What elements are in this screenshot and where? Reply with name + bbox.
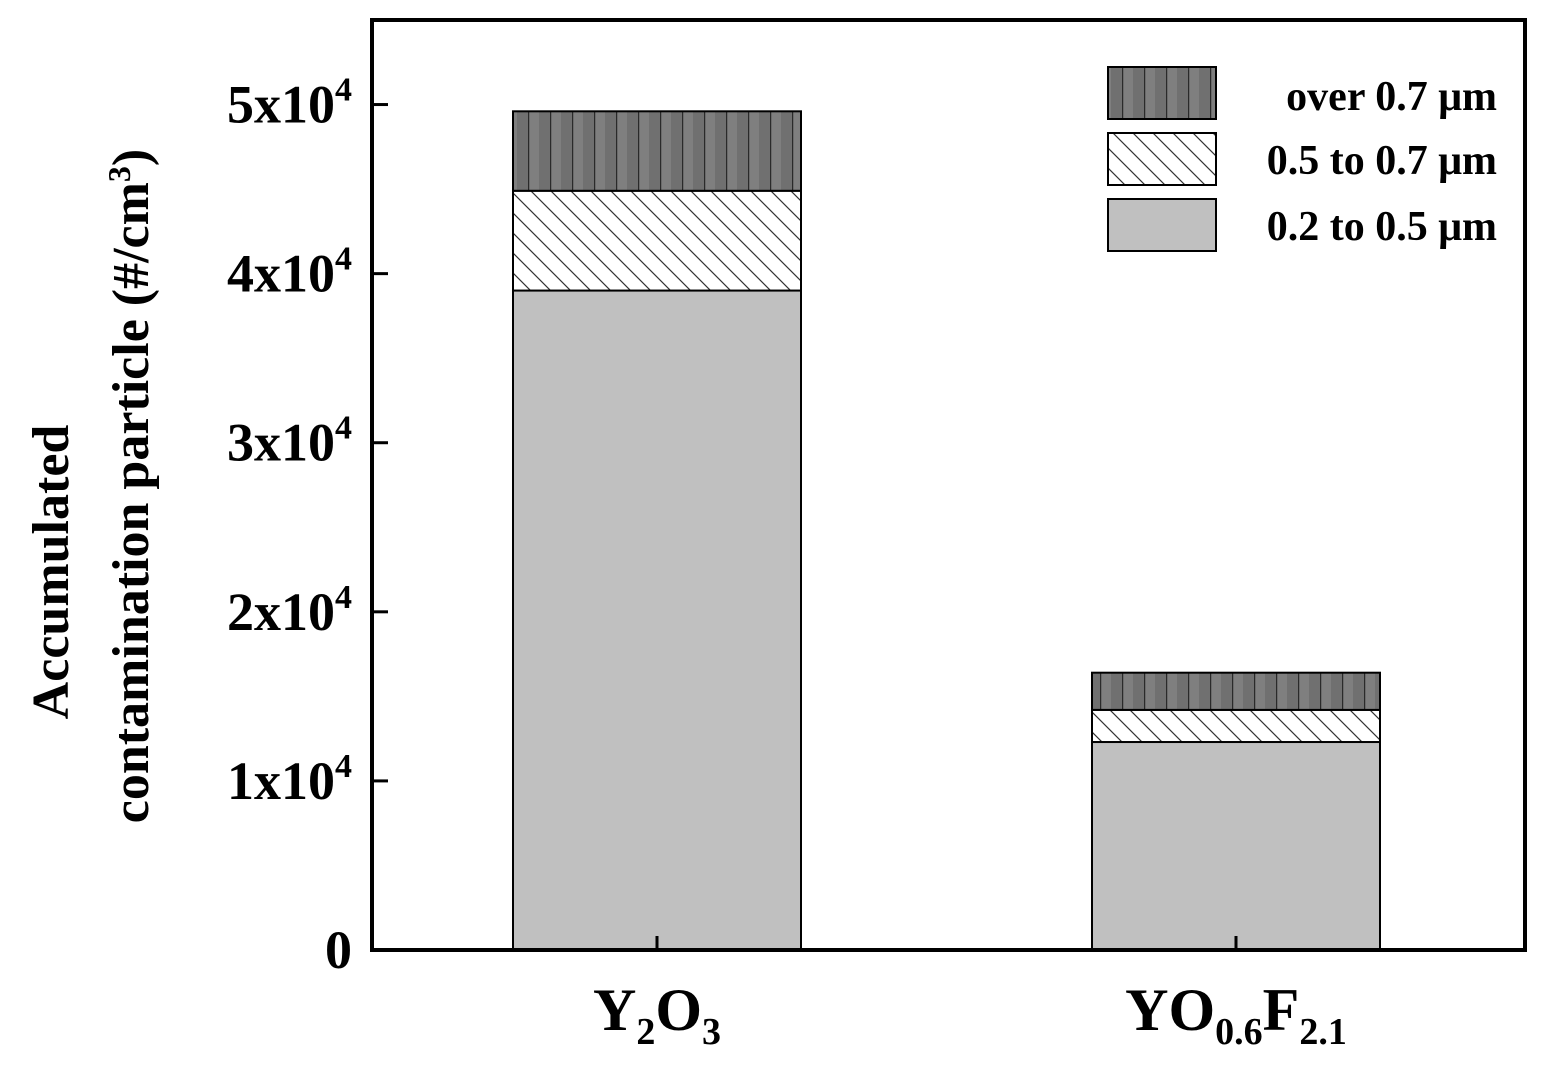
- bar-segment-0-0: [512, 289, 802, 951]
- bar-segment-1-1: [1091, 708, 1381, 744]
- bar-segment-0-2: [512, 110, 802, 192]
- legend: over 0.7 μm 0.5 to 0.7 μm 0.2 to 0.5 μm: [1107, 66, 1497, 252]
- y-axis-label-line1: Accumulated: [23, 425, 80, 720]
- legend-swatch: [1107, 132, 1217, 186]
- x-tick-label: YO0.6F2.1: [1125, 977, 1347, 1053]
- bar-segments: [512, 110, 1381, 951]
- x-axis: Y2O3 YO0.6F2.1: [593, 936, 1347, 1053]
- y-tick-label: 5x104: [227, 72, 352, 135]
- y-tick-label: 0: [325, 920, 352, 980]
- legend-swatch: [1107, 66, 1217, 120]
- legend-swatch: [1107, 198, 1217, 252]
- bar-segment-0-1: [512, 189, 802, 292]
- y-tick-label: 2x104: [227, 579, 352, 642]
- plot-frame: [370, 18, 1527, 952]
- bar-segment-1-2: [1091, 671, 1381, 711]
- legend-label: 0.5 to 0.7 μm: [1267, 138, 1497, 184]
- y-tick-label: 1x104: [227, 748, 352, 811]
- y-axis: 0 1x104 2x104 3x104 4x104 5x104: [227, 72, 388, 980]
- legend-label: over 0.7 μm: [1286, 74, 1497, 120]
- y-axis-label-line2: contamination particle (#/cm3): [101, 149, 160, 824]
- legend-label: 0.2 to 0.5 μm: [1267, 204, 1497, 250]
- y-tick-label: 4x104: [227, 241, 352, 304]
- y-tick-label: 3x104: [227, 410, 352, 473]
- x-tick-label: Y2O3: [593, 977, 721, 1053]
- bar-segment-1-0: [1091, 741, 1381, 951]
